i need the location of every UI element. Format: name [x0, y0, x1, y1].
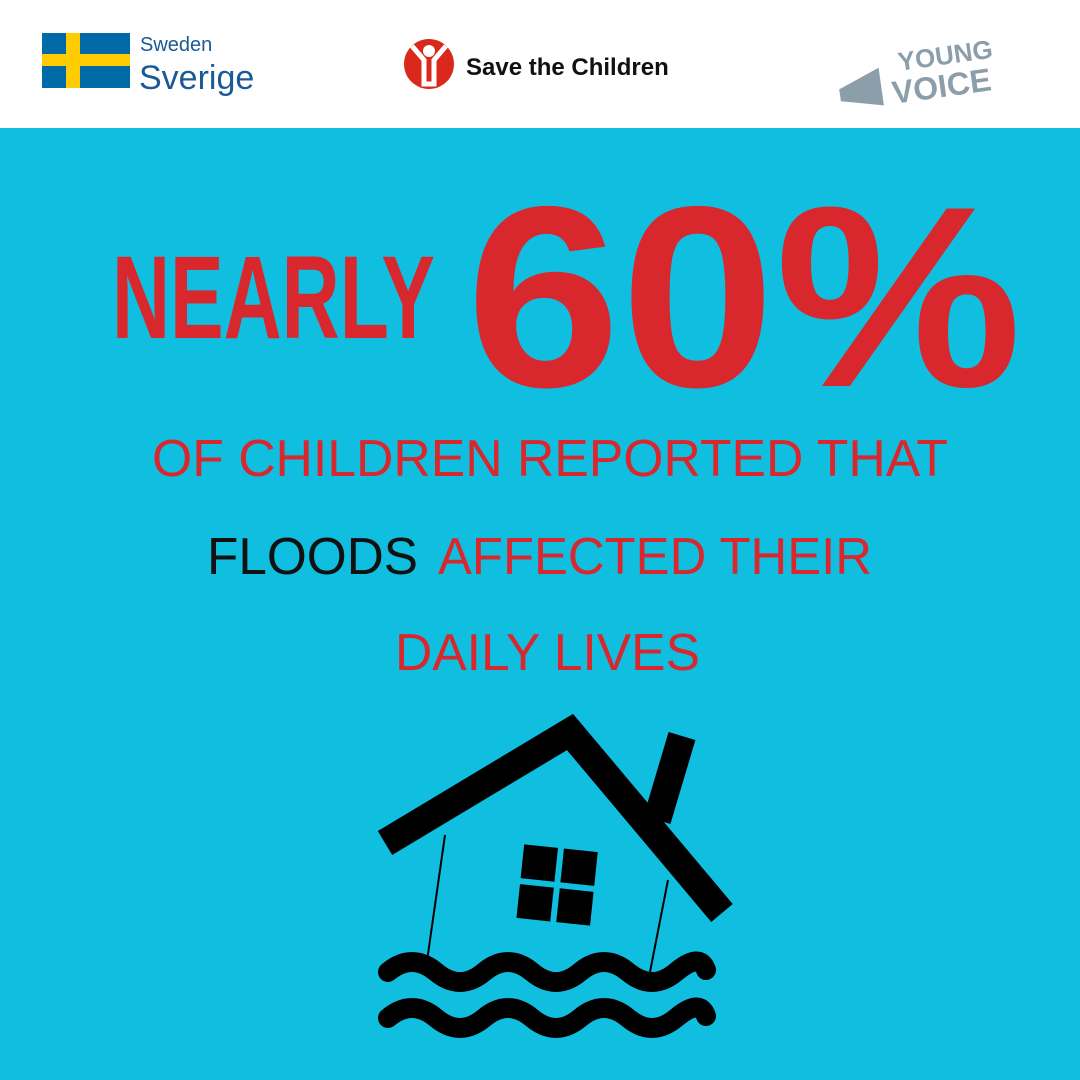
- body-line: AFFECTED THEIR: [438, 528, 872, 586]
- sweden-label: Sweden: [140, 34, 212, 56]
- stc-logo-body: [410, 44, 448, 87]
- chimney: [643, 732, 696, 824]
- stc-logo-head: [423, 45, 435, 57]
- sverige-label: Sverige: [139, 59, 254, 97]
- wave: [378, 997, 716, 1038]
- organization-name: Save the Children: [466, 54, 669, 81]
- percent-text: 60%: [466, 152, 1022, 441]
- flood-house-icon: [377, 713, 733, 1038]
- body-line: DAILY LIVES: [395, 624, 700, 682]
- flag-cross: [42, 54, 130, 66]
- floods-text: FLOODS: [207, 528, 418, 586]
- header-bar: [0, 0, 1080, 128]
- roof: [377, 713, 733, 923]
- window: [516, 844, 598, 926]
- body-line: OF CHILDREN REPORTED THAT: [152, 430, 948, 488]
- megaphone: [839, 67, 884, 106]
- string: [649, 879, 669, 973]
- wave: [378, 951, 716, 992]
- background: [0, 128, 1080, 1080]
- nearly-text: NEARLY: [112, 232, 435, 364]
- string: [425, 834, 446, 969]
